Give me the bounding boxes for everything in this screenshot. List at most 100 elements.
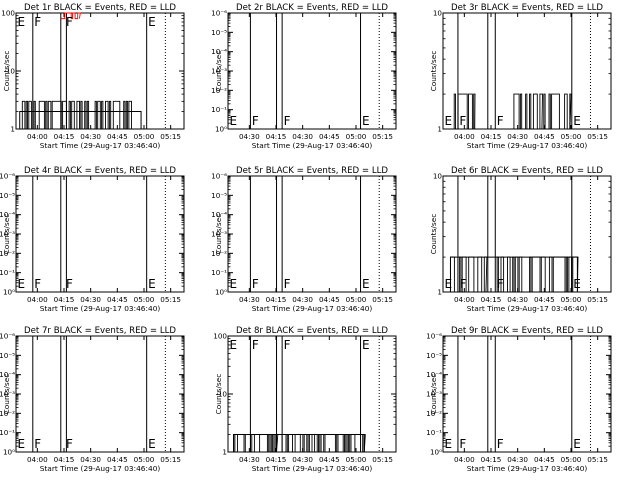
- state-marker-label: F: [497, 277, 504, 291]
- y-tick-label: 10⁻⁵: [211, 28, 227, 37]
- y-tick-label: 10⁻⁵: [0, 351, 15, 360]
- state-marker-label: F: [34, 277, 41, 291]
- state-marker-label: F: [284, 338, 291, 352]
- x-tick-label: 05:00: [561, 295, 582, 304]
- x-tick-label: 05:00: [561, 455, 582, 464]
- event-rate-trace: [513, 93, 543, 130]
- x-axis-label: Start Time (29-Aug-17 03:46:40): [467, 464, 588, 473]
- event-rate-trace: [233, 434, 279, 453]
- y-axis-label: Counts/sec: [214, 214, 223, 255]
- y-tick-label: 10⁻⁴: [211, 210, 227, 219]
- x-tick-label: 04:30: [292, 455, 313, 464]
- state-marker-label: E: [445, 114, 453, 128]
- x-tick-label: 04:15: [481, 132, 502, 141]
- y-axis-label: Counts/sec: [2, 374, 11, 415]
- y-tick-label: 10⁻¹: [211, 105, 227, 114]
- plot-frame: [227, 12, 397, 130]
- state-marker-label: F: [66, 437, 73, 451]
- state-marker-label: F: [66, 15, 73, 29]
- detector-panel: Det 1r BLACK = Events, RED = LLD Counts/s…: [1, 3, 185, 150]
- x-tick-label: 04:30: [292, 295, 313, 304]
- y-tick-label: 10⁻³: [211, 230, 227, 239]
- y-tick-label: 10⁻⁵: [211, 191, 227, 200]
- y-tick-label: 1: [437, 288, 442, 297]
- y-tick-label: 10⁰: [215, 125, 227, 134]
- y-tick-label: 10⁻³: [0, 230, 15, 239]
- x-tick-label: 05:15: [160, 295, 181, 304]
- y-tick-label: 10⁻²: [211, 86, 227, 95]
- y-tick-label: 10⁻⁴: [0, 210, 15, 219]
- event-rate-trace: [543, 93, 572, 130]
- y-tick-label: 10⁻⁶: [211, 172, 227, 181]
- x-tick-label: 04:45: [107, 295, 128, 304]
- event-rate-trace: [19, 100, 80, 130]
- panel-title: Det 8r BLACK = Events, RED = LLD: [236, 326, 388, 336]
- state-marker-label: E: [148, 437, 156, 451]
- y-tick-label: 10⁻⁵: [0, 191, 15, 200]
- detector-panel: Det 7r BLACK = Events, RED = LLD Counts/s…: [0, 326, 185, 473]
- x-axis-label: Start Time (29-Aug-17 03:46:40): [40, 464, 161, 473]
- x-tick-label: 05:15: [587, 295, 608, 304]
- state-marker-label: E: [445, 277, 453, 291]
- panel-title: Det 4r BLACK = Events, RED = LLD: [24, 166, 176, 176]
- x-tick-label: 04:30: [507, 295, 528, 304]
- x-axis-label: Start Time (29-Aug-17 03:46:40): [467, 141, 588, 150]
- y-tick-label: 10⁻³: [426, 390, 442, 399]
- state-marker-label: E: [362, 338, 370, 352]
- y-tick-label: 10⁻³: [211, 67, 227, 76]
- x-tick-label: 05:15: [372, 455, 393, 464]
- state-marker-label: E: [18, 277, 26, 291]
- detector-panel: Det 8r BLACK = Events, RED = LLD Counts/s…: [213, 326, 397, 473]
- event-rate-trace: [453, 93, 476, 130]
- x-axis-label: Start Time (29-Aug-17 03:46:40): [467, 304, 588, 313]
- x-tick-label: 04:30: [239, 132, 260, 141]
- detector-panel: Det 2r BLACK = Events, RED = LLD Counts/s…: [211, 3, 397, 150]
- x-tick-label: 04:45: [107, 455, 128, 464]
- x-tick-label: 04:30: [80, 455, 101, 464]
- state-marker-label: E: [573, 437, 581, 451]
- x-tick-label: 04:30: [80, 132, 101, 141]
- x-tick-label: 05:15: [372, 295, 393, 304]
- x-tick-label: 04:45: [107, 132, 128, 141]
- x-tick-label: 04:45: [319, 295, 340, 304]
- x-tick-label: 04:00: [454, 455, 475, 464]
- panel-title: Det 2r BLACK = Events, RED = LLD: [236, 3, 388, 13]
- y-tick-label: 10⁰: [430, 448, 442, 457]
- state-marker-label: F: [34, 15, 41, 29]
- state-marker-label: F: [459, 114, 466, 128]
- y-axis-label: Counts/sec: [214, 374, 223, 415]
- state-marker-label: E: [362, 277, 370, 291]
- x-tick-label: 04:15: [481, 455, 502, 464]
- y-tick-label: 10: [218, 390, 228, 399]
- y-tick-label: 10⁰: [3, 448, 15, 457]
- x-tick-label: 04:00: [27, 455, 48, 464]
- y-tick-label: 10⁻²: [211, 249, 227, 258]
- x-tick-label: 04:15: [266, 132, 287, 141]
- x-tick-label: 04:30: [507, 132, 528, 141]
- y-tick-label: 10⁰: [215, 288, 227, 297]
- state-marker-label: F: [497, 114, 504, 128]
- panel-title: Det 7r BLACK = Events, RED = LLD: [24, 326, 176, 336]
- y-axis-label: Counts/sec: [2, 214, 11, 255]
- y-tick-label: 10⁻¹: [426, 428, 442, 437]
- plot-frame: [15, 335, 185, 453]
- x-tick-label: 05:15: [372, 132, 393, 141]
- x-tick-label: 04:45: [534, 132, 555, 141]
- plot-frame: [442, 335, 612, 453]
- event-rate-trace: [450, 256, 488, 293]
- panel-title: Det 6r BLACK = Events, RED = LLD: [451, 166, 603, 176]
- y-tick-label: 10⁻³: [0, 390, 15, 399]
- x-tick-label: 05:15: [587, 455, 608, 464]
- panel-title: Det 1r BLACK = Events, RED = LLD: [24, 3, 176, 13]
- x-tick-label: 04:30: [292, 132, 313, 141]
- detector-panel: Det 4r BLACK = Events, RED = LLD Counts/s…: [0, 166, 185, 313]
- x-tick-label: 04:45: [534, 455, 555, 464]
- y-tick-label: 100: [1, 9, 15, 18]
- events-baseline-trace: [19, 111, 142, 129]
- x-axis-label: Start Time (29-Aug-17 03:46:40): [40, 304, 161, 313]
- y-tick-label: 10: [433, 9, 443, 18]
- x-tick-label: 05:00: [134, 455, 155, 464]
- x-tick-label: 04:15: [54, 295, 75, 304]
- detector-panel: Det 9r BLACK = Events, RED = LLD Counts/s…: [426, 326, 612, 473]
